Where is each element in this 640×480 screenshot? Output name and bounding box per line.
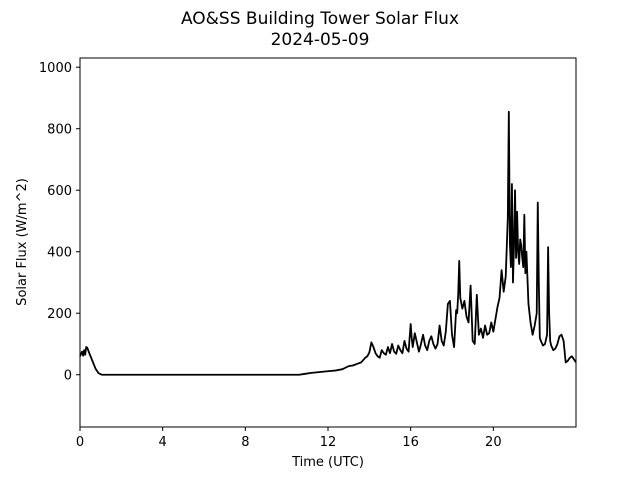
x-tick-label: 12 [320,435,337,450]
y-tick-label: 400 [47,246,72,261]
y-tick-label: 800 [47,123,72,138]
y-tick-label: 0 [64,369,72,384]
y-tick-label: 600 [47,184,72,199]
y-tick-label: 1000 [39,61,72,76]
chart-subtitle: 2024-05-09 [271,30,370,50]
y-tick-label: 200 [47,307,72,322]
plot-area [79,110,577,376]
x-tick-label: 0 [76,435,84,450]
chart-title: AO&SS Building Tower Solar Flux [181,9,459,29]
x-tick-label: 20 [485,435,502,450]
series-line-0 [79,110,577,376]
x-tick-label: 16 [402,435,419,450]
x-axis-label: Time (UTC) [291,455,364,470]
plot-frame [79,57,577,428]
y-axis-ticks: 0 200 400 600 800 1000 [39,61,80,384]
x-tick-label: 4 [159,435,167,450]
y-axis-label: Solar Flux (W/m^2) [15,178,30,306]
x-axis-ticks: 0 4 8 12 16 20 [76,427,502,450]
x-tick-label: 8 [241,435,249,450]
